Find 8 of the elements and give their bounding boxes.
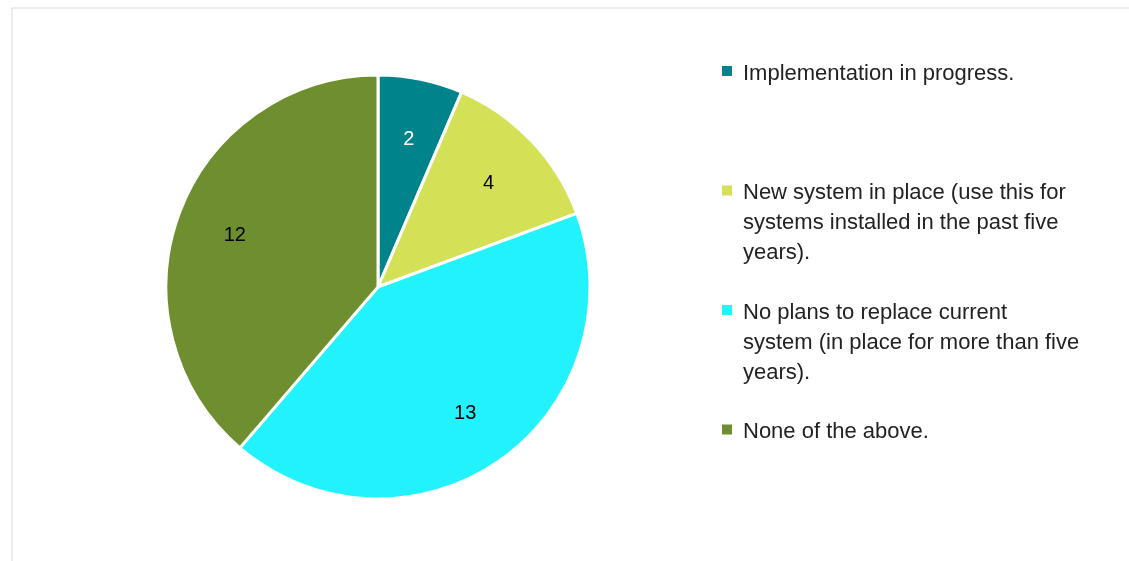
legend-label: New system in place (use this for systems installed in the past five years). <box>743 179 1066 265</box>
data-label: 13 <box>454 401 477 424</box>
data-label: 12 <box>223 222 246 245</box>
legend-label: No plans to replace current system (in place for more than five years). <box>743 298 1080 384</box>
data-label: 4 <box>483 170 495 193</box>
legend-label: Implementation in progress. <box>743 59 1015 85</box>
data-label: 2 <box>403 126 415 149</box>
legend-label: None of the above. <box>743 418 929 444</box>
